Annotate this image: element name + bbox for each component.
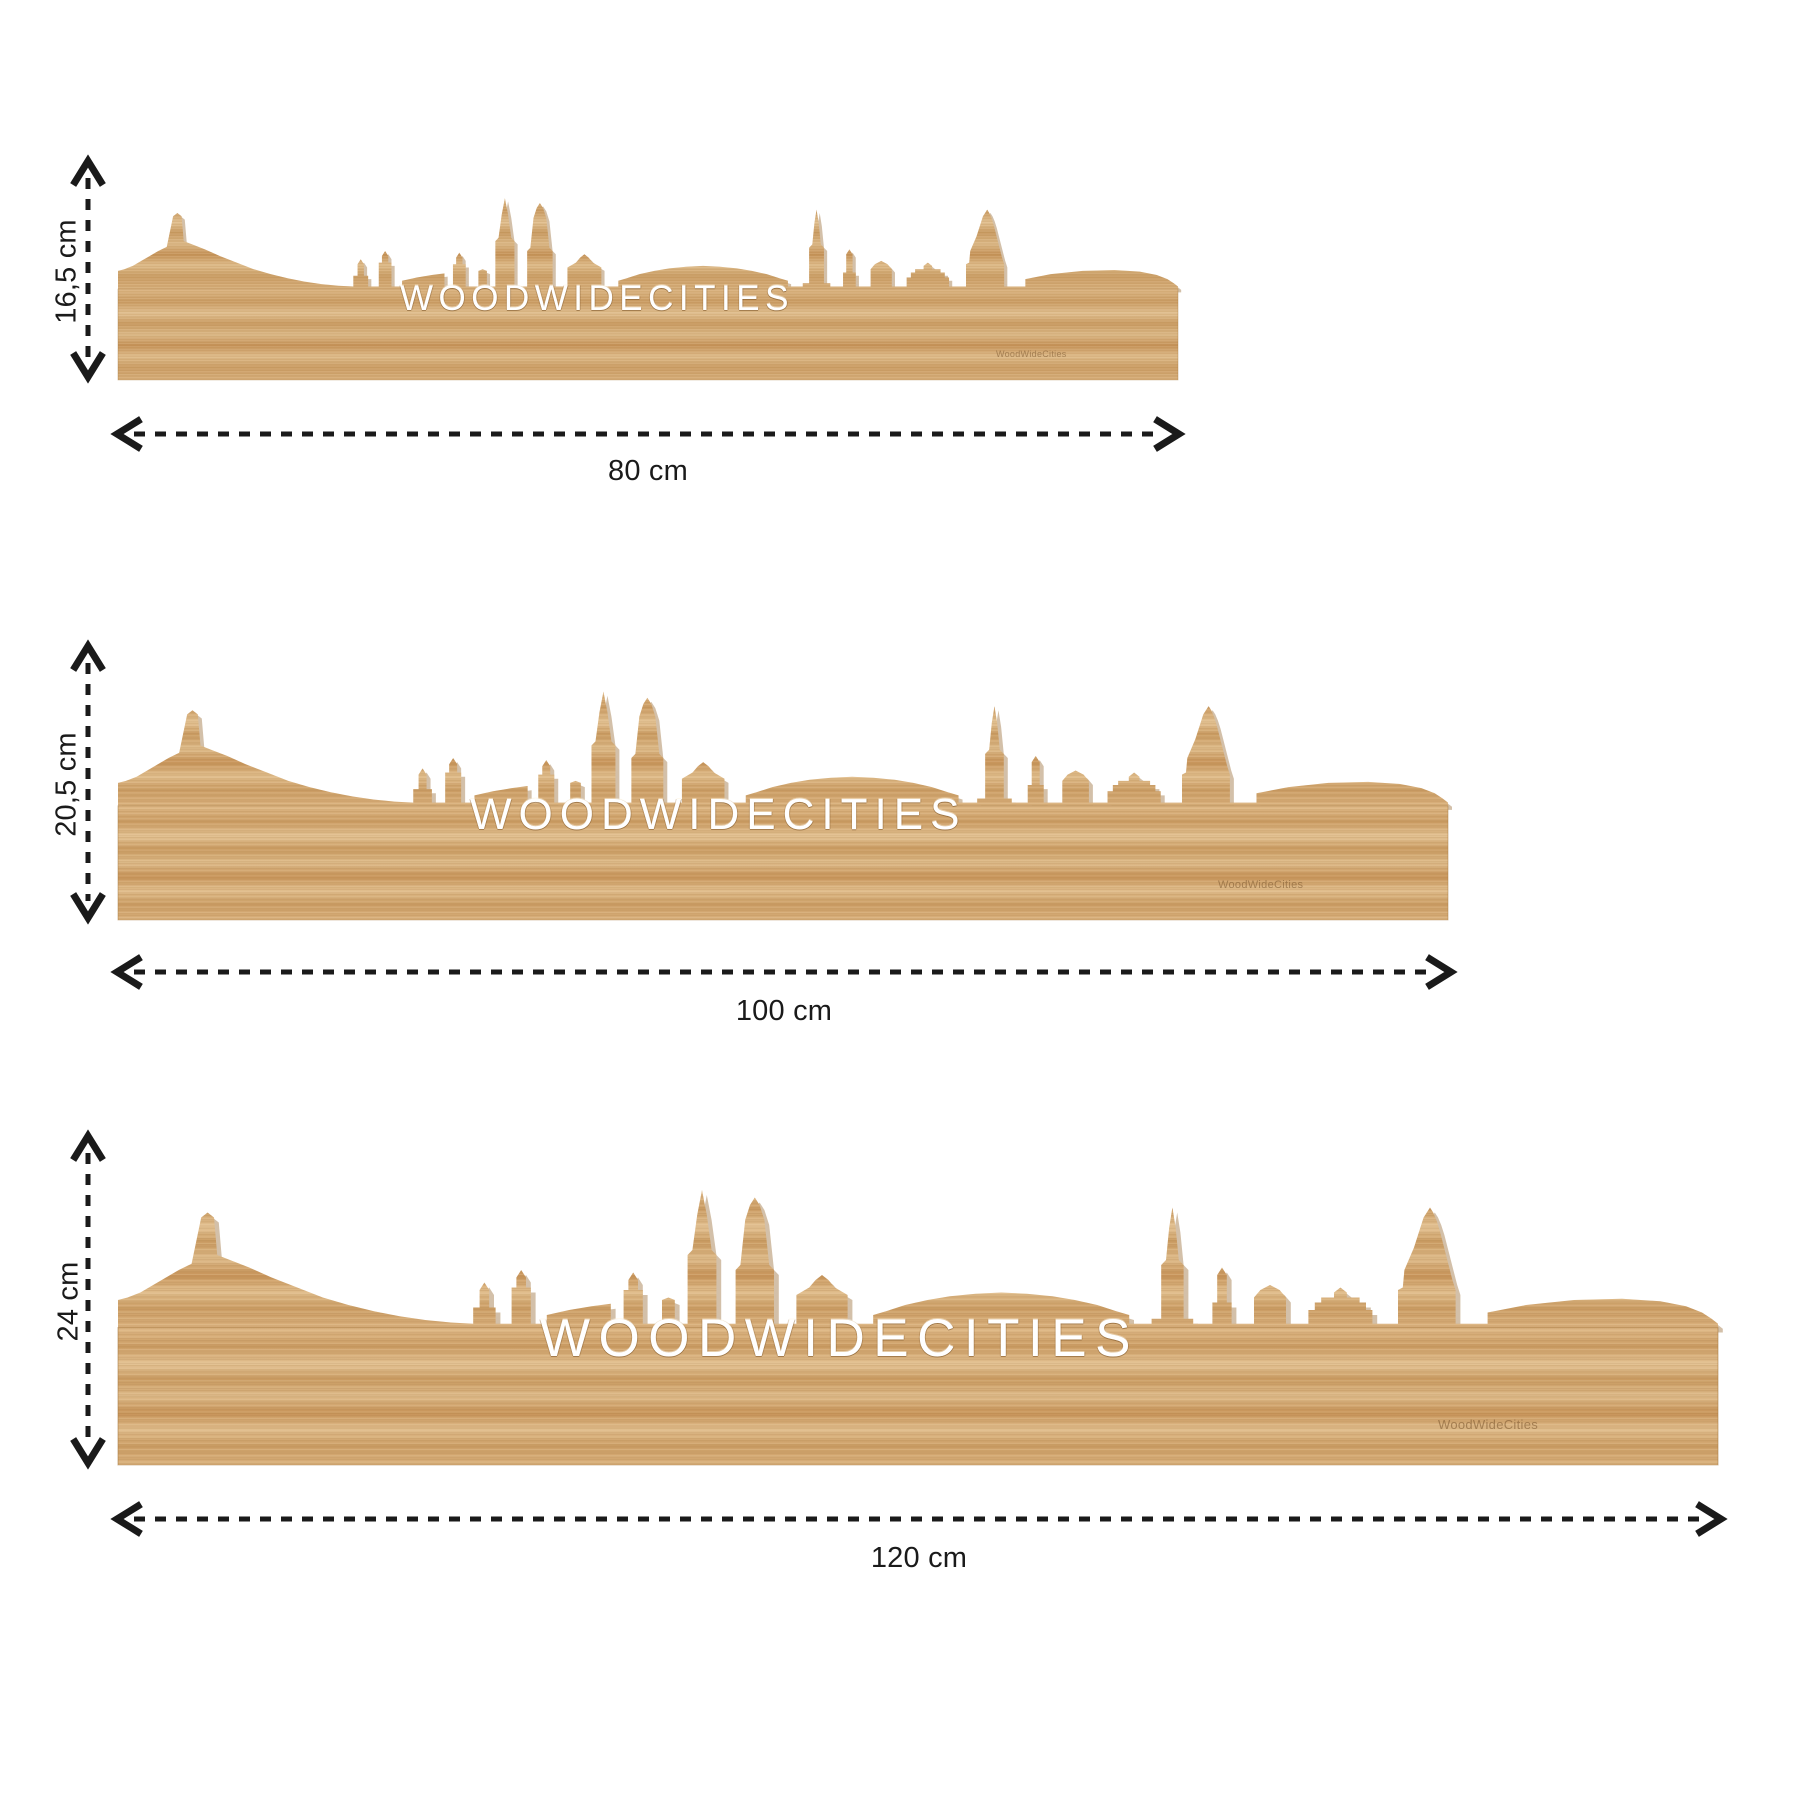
- height-dimension-label-80: 16,5 cm: [50, 219, 83, 324]
- skyline-silhouette-120: [117, 1190, 1723, 1466]
- height-dimension-line-120: [70, 1129, 106, 1470]
- skyline-silhouette-100: [117, 691, 1452, 921]
- product-panel-120cm: WOODWIDECITIES WoodWideCities: [117, 1140, 1723, 1466]
- width-dimension-label-100: 100 cm: [735, 995, 833, 1027]
- width-dimension-label-80: 80 cm: [608, 455, 688, 487]
- width-dimension-line-100: [110, 954, 1458, 990]
- width-dimension-label-120: 120 cm: [870, 1542, 968, 1574]
- width-dimension-line-120: [110, 1501, 1728, 1537]
- height-dimension-label-120: 24 cm: [52, 1261, 85, 1342]
- product-panel-80cm: WOODWIDECITIES WoodWideCities: [117, 165, 1182, 381]
- height-dimension-label-100: 20,5 cm: [50, 732, 83, 837]
- height-dimension-line-100: [70, 639, 106, 925]
- height-dimension-line-80: [70, 154, 106, 384]
- width-dimension-line-80: [110, 416, 1186, 452]
- skyline-silhouette-80: [117, 198, 1182, 381]
- product-panel-100cm: WOODWIDECITIES WoodWideCities: [117, 650, 1452, 921]
